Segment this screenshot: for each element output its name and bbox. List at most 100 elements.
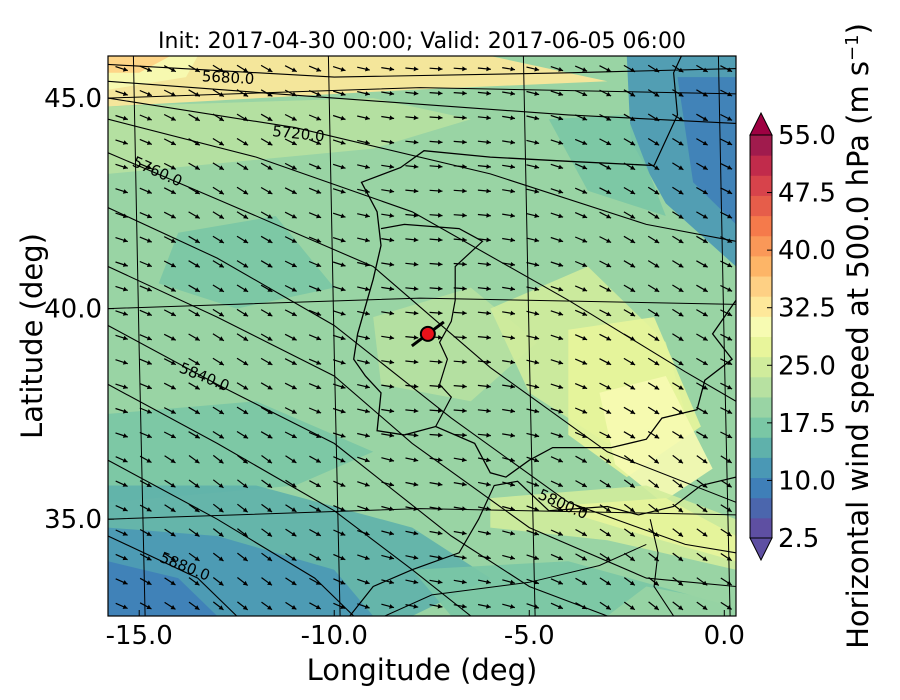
- wind-vector-head: [582, 262, 588, 267]
- wind-vector-head: [389, 237, 395, 243]
- wind-vector: [575, 577, 588, 586]
- wind-vector-head: [437, 506, 443, 511]
- wind-vector: [115, 139, 128, 145]
- wind-vector: [163, 187, 177, 195]
- wind-vector: [599, 187, 612, 195]
- wind-vector-head: [510, 359, 515, 365]
- wind-vector: [574, 89, 588, 97]
- wind-vector-head: [702, 433, 708, 439]
- wind-vector: [188, 162, 201, 171]
- wind-vector-head: [291, 507, 297, 512]
- wind-vector-head: [242, 483, 248, 488]
- wind-vector: [574, 65, 588, 72]
- wind-vector-head: [316, 409, 322, 414]
- france-coastline: [653, 56, 682, 166]
- wind-vector-head: [438, 188, 443, 194]
- wind-vector: [526, 554, 540, 560]
- wind-vector: [599, 407, 612, 415]
- wind-vector-head: [365, 115, 370, 121]
- wind-vector: [599, 528, 612, 537]
- wind-vector-head: [267, 605, 272, 610]
- wind-vector: [260, 333, 273, 342]
- wind-vector: [405, 408, 419, 414]
- wind-vector: [308, 309, 322, 316]
- wind-vector-head: [122, 433, 128, 438]
- wind-vector: [453, 530, 467, 536]
- wind-vector: [477, 432, 491, 438]
- wind-vector-head: [702, 483, 708, 488]
- wind-vector: [672, 333, 684, 342]
- wind-vector: [720, 113, 733, 121]
- wind-vector: [284, 211, 297, 219]
- wind-vector: [260, 431, 273, 439]
- wind-vector-head: [629, 580, 635, 586]
- wind-vector-head: [557, 531, 563, 536]
- wind-vector-head: [170, 336, 176, 341]
- wind-vector: [332, 310, 346, 316]
- wind-vector: [115, 237, 128, 243]
- wind-vector: [260, 260, 273, 268]
- wind-vector-head: [678, 263, 684, 268]
- wind-vector-head: [243, 434, 249, 439]
- wind-vector: [236, 162, 249, 171]
- wind-vector-head: [606, 214, 612, 219]
- wind-vector: [647, 308, 660, 317]
- wind-vector-head: [365, 433, 370, 438]
- wind-vector-head: [291, 458, 297, 463]
- wind-vector: [623, 162, 636, 171]
- wind-vector: [332, 114, 346, 121]
- wind-vector: [405, 604, 419, 609]
- wind-vector: [236, 430, 249, 439]
- wind-vector-head: [654, 214, 660, 219]
- wind-vector: [453, 90, 467, 96]
- wind-vector: [237, 479, 249, 489]
- wind-vector: [453, 432, 467, 438]
- wind-vector-head: [291, 311, 297, 316]
- wind-vector: [405, 359, 419, 365]
- wind-vector: [672, 162, 684, 171]
- wind-vector: [696, 503, 708, 513]
- wind-vector: [236, 260, 249, 268]
- wind-vector: [260, 138, 273, 146]
- wind-vector: [188, 138, 201, 146]
- wind-vector: [672, 479, 684, 489]
- wind-vector: [284, 260, 297, 268]
- wind-vector-head: [122, 531, 128, 536]
- wind-vector: [696, 431, 708, 439]
- wind-vector: [599, 577, 612, 586]
- wind-vector: [357, 310, 370, 316]
- wind-vector-head: [389, 335, 395, 340]
- wind-vector-head: [605, 580, 611, 585]
- wind-vector-head: [630, 67, 636, 72]
- wind-vector: [115, 578, 128, 585]
- wind-vector-head: [389, 213, 395, 218]
- contour-line: [108, 266, 736, 588]
- wind-vector-head: [365, 140, 370, 145]
- wind-vector: [429, 603, 443, 609]
- wind-vector: [163, 89, 177, 97]
- wind-vector-head: [702, 311, 708, 317]
- colorbar-segment: [750, 457, 772, 479]
- wind-vector-head: [194, 409, 200, 414]
- wind-vector: [381, 115, 395, 121]
- wind-vector-head: [242, 532, 248, 537]
- wind-vector-head: [534, 433, 540, 438]
- wind-vector: [139, 212, 153, 219]
- wind-vector-head: [146, 556, 152, 561]
- wind-vector-head: [389, 555, 394, 560]
- wind-vector-head: [389, 408, 395, 414]
- wind-vector-head: [340, 580, 346, 585]
- wind-vector-head: [122, 506, 128, 512]
- wind-vector: [332, 432, 346, 438]
- wind-vector-head: [630, 287, 636, 292]
- wind-vector-head: [702, 531, 708, 537]
- wind-vector: [115, 334, 128, 341]
- wind-vector: [333, 480, 346, 487]
- wind-vector: [623, 577, 636, 586]
- wind-vector-head: [726, 482, 732, 488]
- wind-vector-head: [462, 383, 467, 389]
- wind-vector: [526, 90, 540, 96]
- wind-vector: [188, 528, 200, 537]
- wind-vector-head: [438, 115, 443, 120]
- wind-vector: [212, 406, 225, 415]
